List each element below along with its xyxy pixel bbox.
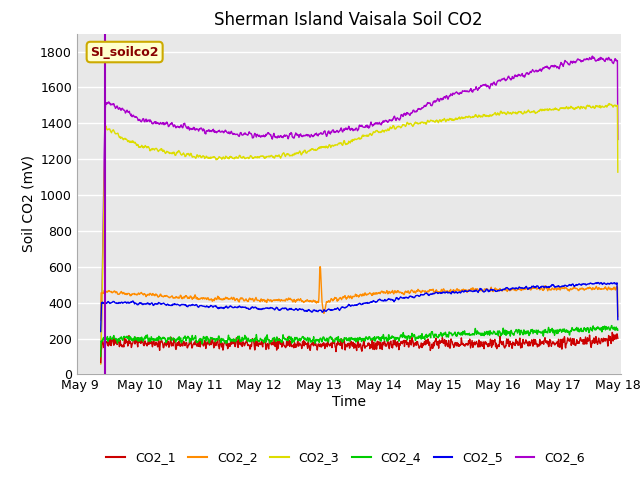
- Y-axis label: Soil CO2 (mV): Soil CO2 (mV): [22, 156, 36, 252]
- Title: Sherman Island Vaisala Soil CO2: Sherman Island Vaisala Soil CO2: [214, 11, 483, 29]
- Text: SI_soilco2: SI_soilco2: [90, 46, 159, 59]
- X-axis label: Time: Time: [332, 395, 366, 409]
- Legend: CO2_1, CO2_2, CO2_3, CO2_4, CO2_5, CO2_6: CO2_1, CO2_2, CO2_3, CO2_4, CO2_5, CO2_6: [101, 446, 590, 469]
